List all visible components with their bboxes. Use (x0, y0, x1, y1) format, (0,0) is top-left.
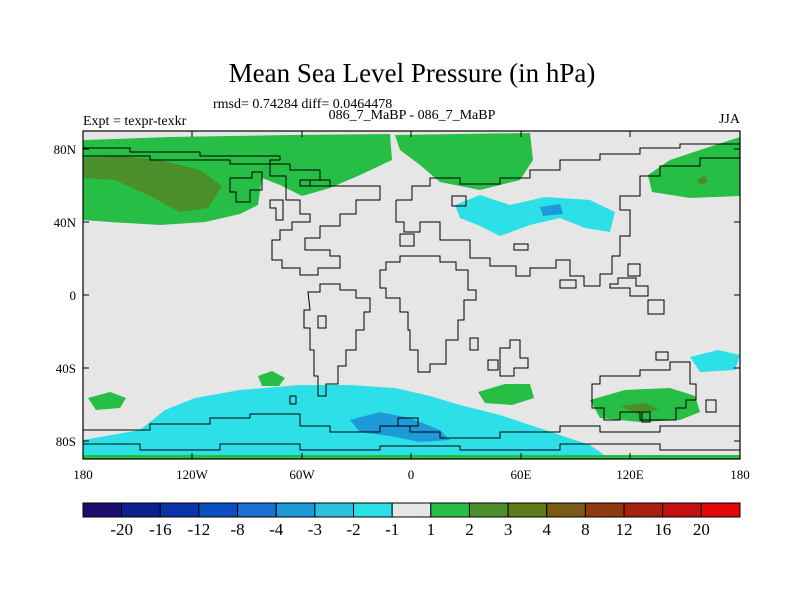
colorbar-swatch (546, 502, 586, 518)
anomaly-region-south-america (258, 371, 285, 386)
coastlines (83, 143, 740, 451)
anomaly-region-southern-ocean (83, 385, 610, 459)
colorbar-label: 2 (465, 520, 474, 539)
colorbar-label: -4 (269, 520, 284, 539)
x-tick-label: 120E (616, 467, 644, 482)
colorbar-label: -16 (149, 520, 172, 539)
colorbar-label: 12 (616, 520, 633, 539)
colorbar-label: -8 (231, 520, 245, 539)
colorbar-label: -3 (308, 520, 322, 539)
y-axis-ticks (83, 148, 740, 442)
anomaly-region-ne-pacific-core (697, 175, 708, 185)
y-tick-label: 0 (70, 288, 77, 303)
map-panel (83, 131, 740, 459)
y-tick-label: 40N (54, 215, 77, 230)
anomaly-region-southern-ocean-core (350, 412, 450, 442)
colorbar-swatch (623, 502, 664, 518)
colorbar-swatch (662, 502, 702, 518)
anomaly-region-eurasia (455, 195, 615, 236)
colorbar-label: 1 (427, 520, 436, 539)
colorbar-swatch (584, 502, 625, 518)
anomaly-region-na-core (83, 156, 222, 212)
colorbar-swatch (275, 502, 316, 518)
colorbar-swatch (700, 502, 741, 518)
y-tick-label: 80S (56, 434, 76, 449)
colorbar-swatch (391, 502, 432, 518)
x-tick-label: 60E (511, 467, 532, 482)
x-tick-label: 120W (176, 467, 209, 482)
x-axis-ticks (82, 131, 741, 459)
stats-label: rmsd= 0.74284 diff= 0.0464478 (213, 97, 392, 112)
anomaly-region-na-arctic (83, 134, 392, 225)
experiment-subtitle: 086_7_MaBP - 086_7_MaBP (329, 108, 496, 123)
anomaly-region-eurasia-core (540, 204, 563, 216)
colorbar-label: -1 (385, 520, 399, 539)
colorbar-swatch (507, 502, 548, 518)
x-tick-label: 60W (289, 467, 315, 482)
anomaly-region-tasman (690, 350, 740, 372)
colorbar-label: 3 (504, 520, 513, 539)
colorbar-swatch (314, 502, 355, 518)
season-label: JJA (719, 112, 741, 127)
colorbar-swatch (353, 502, 393, 518)
experiment-label: Expt = texpr-texkr (83, 114, 187, 129)
colorbar-swatch (468, 502, 509, 518)
colorbar: -20 -16 -12 -8 -4 -3 -2 -1 1 2 3 4 8 12 16 20 (82, 502, 741, 539)
colorbar-swatch (121, 502, 161, 518)
colorbar-swatch (237, 502, 277, 518)
colorbar-swatch (159, 502, 200, 518)
colorbar-label: 16 (654, 520, 671, 539)
x-tick-label: 180 (730, 467, 750, 482)
anomaly-region-ne-pacific (648, 137, 740, 198)
colorbar-swatch (198, 502, 239, 518)
anomaly-region-arctic-east (395, 133, 533, 190)
colorbar-label: 8 (581, 520, 590, 539)
colorbar-label: -12 (188, 520, 211, 539)
anomaly-region-south-atlantic (478, 384, 534, 405)
colorbar-label: 20 (693, 520, 710, 539)
colorbar-label: -20 (110, 520, 133, 539)
y-tick-label: 40S (56, 361, 76, 376)
x-tick-label: 0 (408, 467, 415, 482)
colorbar-label: 4 (543, 520, 552, 539)
chart-title: Mean Sea Level Pressure (in hPa) (229, 58, 596, 88)
colorbar-swatch (430, 502, 470, 518)
x-tick-label: 180 (73, 467, 93, 482)
anomaly-region-south-indian-core (620, 403, 660, 414)
colorbar-swatch (82, 502, 123, 518)
anomaly-region-south-pacific (88, 392, 126, 410)
colorbar-label: -2 (346, 520, 360, 539)
y-tick-label: 80N (54, 142, 77, 157)
